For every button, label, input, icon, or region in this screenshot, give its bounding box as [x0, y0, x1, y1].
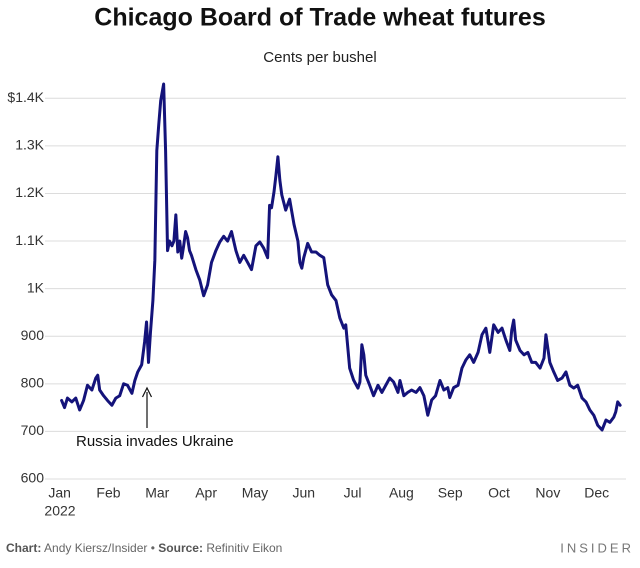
x-tick-label: Apr — [195, 485, 217, 501]
y-tick-label: 600 — [21, 470, 45, 486]
x-tick-label: Aug — [389, 485, 414, 501]
y-tick-label: 900 — [21, 327, 45, 343]
x-tick-label: Jan — [48, 485, 71, 501]
chart-subtitle: Cents per bushel — [263, 49, 376, 66]
y-tick-label: 1.3K — [15, 137, 44, 153]
grid: 600 700 800 900 1K 1.1K 1.2K 1.3K $1.4K Jan Feb Mar… — [7, 89, 626, 501]
footer-source-label: Source: — [158, 541, 203, 555]
x-tick-label: Jul — [344, 485, 362, 501]
x-tick-label: Feb — [96, 485, 120, 501]
data-line — [60, 82, 622, 432]
footer-source: Refinitiv Eikon — [206, 541, 282, 555]
annotation: Russia invades Ukraine — [76, 433, 234, 450]
footer-chart-label: Chart: — [6, 541, 41, 555]
x-tick-label: Oct — [488, 485, 510, 501]
x-year-label: 2022 — [44, 503, 75, 519]
annotation-arrowhead — [141, 386, 153, 398]
y-tick-label: $1.4K — [7, 89, 44, 105]
x-tick-label: Sep — [438, 485, 463, 501]
y-tick-label: 800 — [21, 375, 45, 391]
footer-separator: • — [151, 541, 155, 555]
x-tick-label: May — [242, 485, 268, 501]
x-tick-label: Jun — [292, 485, 315, 501]
x-tick-label: Dec — [584, 485, 609, 501]
footer-logo: INSIDER — [560, 540, 634, 555]
x-tick-label: Nov — [535, 485, 560, 501]
y-tick-label: 1.1K — [15, 232, 44, 248]
plot — [60, 82, 622, 432]
y-tick-label: 1K — [27, 279, 45, 295]
y-tick-label: 1.2K — [15, 184, 44, 200]
x-tick-label: Mar — [145, 485, 169, 501]
footer: Chart: Andy Kiersz/Insider • Source: Ref… — [6, 541, 282, 555]
y-tick-label: 700 — [21, 422, 45, 438]
chart-title: Chicago Board of Trade wheat futures — [94, 4, 545, 32]
footer-author: Andy Kiersz/Insider — [44, 541, 147, 555]
